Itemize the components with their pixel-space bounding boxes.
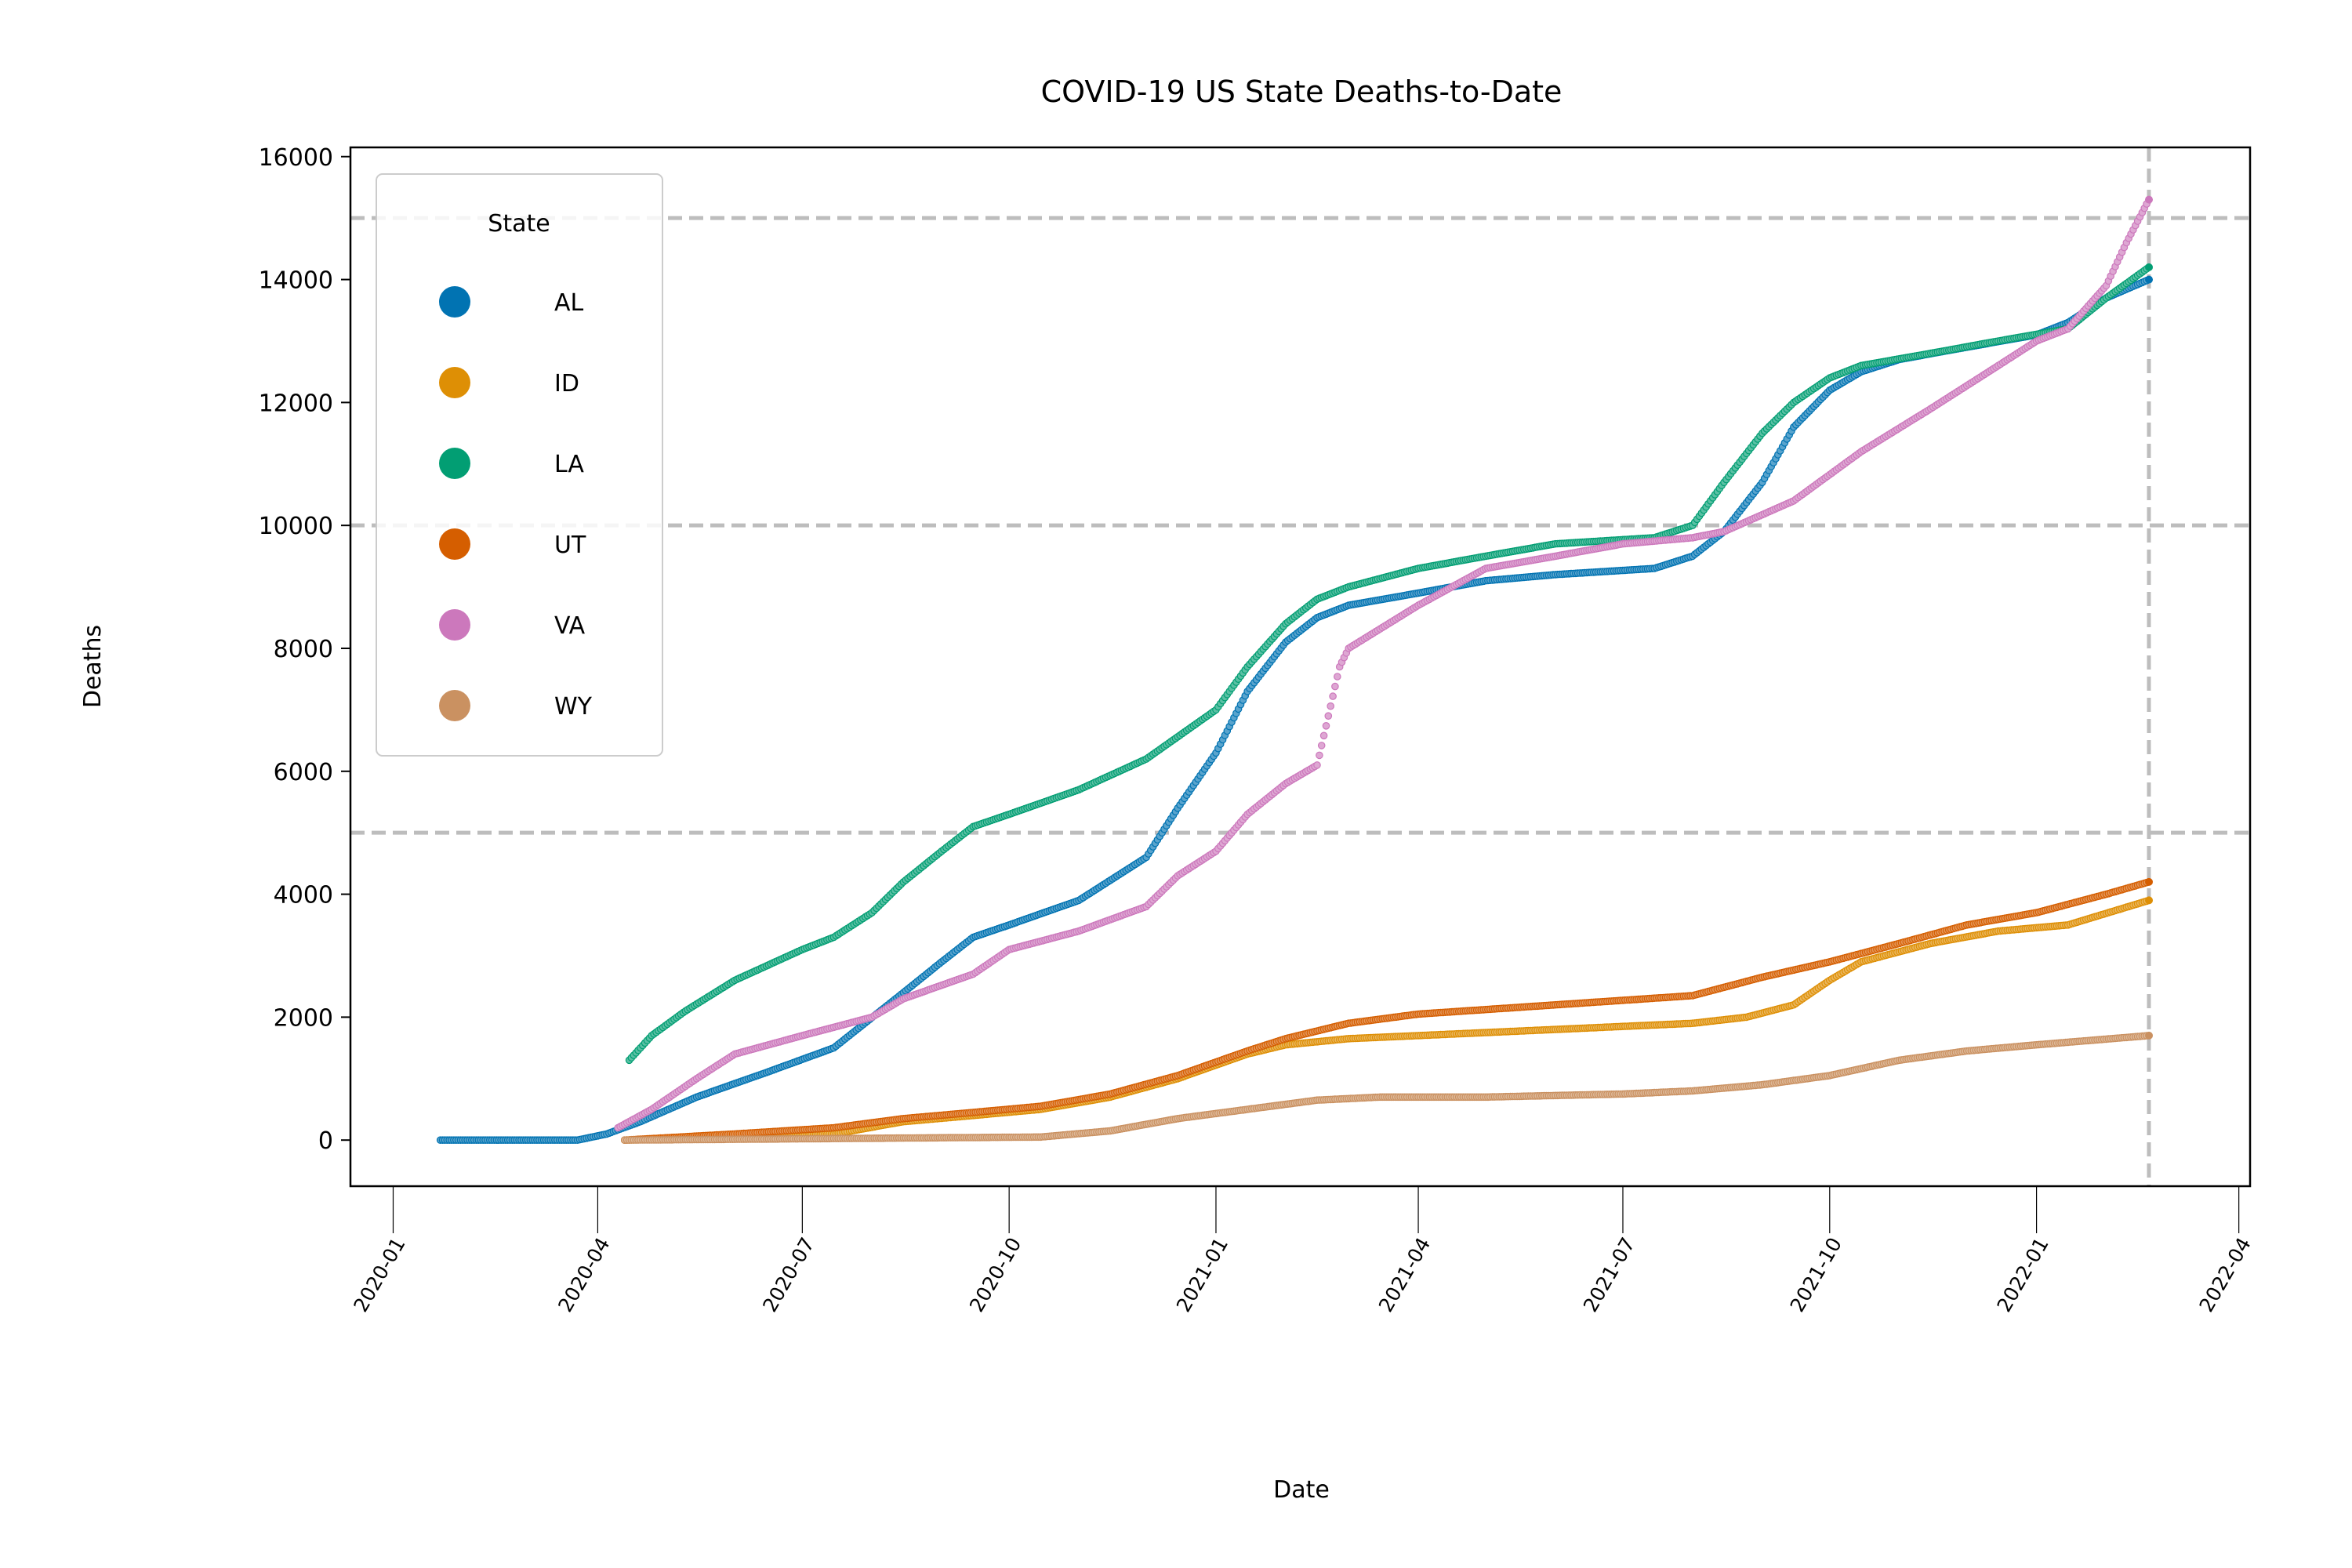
legend-label-AL: AL (554, 289, 584, 317)
data-point-AL (2145, 275, 2153, 284)
data-point-VA (1324, 712, 1333, 720)
legend-label-LA: LA (554, 451, 584, 478)
x-axis-label: Date (1273, 1476, 1330, 1504)
chart-title: COVID-19 US State Deaths-to-Date (1041, 74, 1563, 109)
legend-title: State (488, 210, 550, 238)
data-point-LA (2145, 263, 2153, 271)
y-tick-label: 14000 (259, 267, 333, 295)
data-point-VA (1334, 673, 1341, 681)
series-layer (436, 195, 2153, 1144)
data-point-UT (2145, 877, 2153, 886)
legend-box (376, 173, 663, 757)
legend-marker-ID (439, 367, 470, 398)
data-point-VA (1317, 742, 1326, 750)
y-tick-label: 2000 (274, 1004, 333, 1032)
data-point-VA (2145, 195, 2153, 204)
data-point-ID (2145, 896, 2153, 905)
y-tick-label: 10000 (259, 513, 333, 540)
data-point-VA (1327, 702, 1334, 710)
y-axis-label: Deaths (79, 625, 107, 708)
data-point-VA (1319, 731, 1328, 740)
data-point-VA (1331, 682, 1339, 691)
y-tick-label: 12000 (259, 390, 333, 417)
y-tick-label: 0 (318, 1127, 333, 1155)
legend-marker-UT (439, 528, 470, 560)
reference-lines (350, 147, 2250, 1186)
legend-marker-LA (439, 448, 470, 479)
data-point-WY (2145, 1031, 2153, 1040)
legend-label-VA: VA (554, 612, 586, 640)
legend-marker-WY (439, 690, 470, 721)
data-point-VA (1329, 692, 1337, 700)
data-point-VA (1316, 751, 1323, 760)
legend-marker-VA (439, 609, 470, 641)
legend: State AL ID LA UT VA WY (376, 173, 663, 757)
legend-label-WY: WY (554, 693, 593, 720)
y-tick-label: 16000 (259, 144, 333, 172)
data-point-VA (1313, 761, 1321, 769)
y-tick-label: 6000 (274, 759, 333, 786)
y-tick-label: 8000 (274, 636, 333, 663)
legend-label-UT: UT (554, 532, 586, 559)
legend-marker-AL (439, 286, 470, 318)
legend-label-ID: ID (554, 370, 579, 397)
data-point-VA (1322, 721, 1330, 730)
y-tick-label: 4000 (274, 882, 333, 909)
